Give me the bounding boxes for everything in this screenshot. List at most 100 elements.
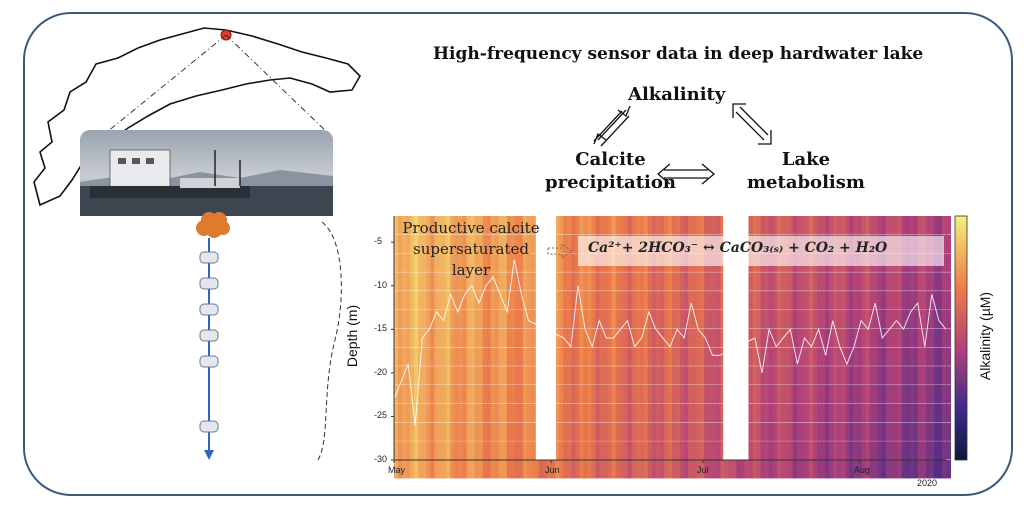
heatmap-cell [555,422,561,441]
heatmap-cell [607,422,613,441]
heatmap-cell [946,216,951,235]
heatmap-cell [837,291,843,310]
heatmap-cell [422,403,428,423]
heatmap-cell [929,216,935,235]
heatmap-cell [768,328,774,347]
heatmap-cell [668,422,673,441]
heatmap-cell [406,422,412,441]
heatmap-cell [394,272,399,291]
heatmap-cell [792,291,798,310]
heatmap-cell [672,309,677,329]
heatmap-cell [732,460,738,479]
heatmap-cell [583,422,589,441]
heatmap-cell [398,234,403,254]
heatmap-cell [853,384,859,404]
heatmap-cell [478,384,484,404]
heatmap-cell [752,403,758,423]
heatmap-cell [470,253,476,272]
heatmap-cell [704,309,710,329]
heatmap-cell [925,441,931,460]
heatmap-cell [595,328,601,347]
heatmap-cell [567,328,573,347]
heatmap-cell [518,328,524,347]
heatmap-cell [929,366,935,385]
heatmap-cell [796,272,802,291]
heatmap-cell [857,309,863,329]
heatmap-cell [776,422,782,441]
heatmap-cell [901,328,907,347]
heatmap-cell [833,272,839,291]
heatmap-cell [937,403,943,423]
heatmap-cell [692,441,698,460]
heatmap-cell [784,291,790,310]
heatmap-cell [410,422,416,441]
heatmap-cell [845,422,851,441]
heatmap-cell [696,272,702,291]
heatmap-cell [800,272,806,291]
heatmap-cell [837,441,843,460]
heatmap-cell [833,216,839,235]
heatmap-cell [555,403,561,423]
heatmap-cell [430,460,436,479]
heatmap-cell [450,347,456,366]
heatmap-cell [446,253,452,272]
heatmap-cell [531,309,536,329]
heatmap-cell [800,422,806,441]
heatmap-cell [442,460,448,479]
heatmap-cell [434,460,440,479]
heatmap-cell [611,291,617,310]
heatmap-cell [792,460,798,479]
heatmap-cell [446,234,452,254]
heatmap-cell [494,328,500,347]
heatmap-cell [849,403,855,423]
heatmap-cell [414,234,420,254]
heatmap-cell [716,460,722,479]
heatmap-cell [619,403,625,423]
heatmap-cell [748,441,754,460]
heatmap-cell [921,347,927,366]
heatmap-cell [490,403,496,423]
heatmap-cell [720,272,726,291]
heatmap-cell [502,309,508,329]
heatmap-cell [917,272,923,291]
heatmap-cell [647,441,653,460]
heatmap-cell [716,422,722,441]
heatmap-cell [583,216,589,235]
heatmap-cell [510,403,516,423]
heatmap-cell [426,253,432,272]
heatmap-cell [704,441,710,460]
heatmap-cell [394,216,399,235]
heatmap-cell [611,460,617,479]
heatmap-cell [398,384,403,404]
heatmap-cell [664,366,669,385]
heatmap-cell [849,422,855,441]
heatmap-cell [704,403,710,423]
heatmap-cell [442,347,448,366]
heatmap-cell [563,234,569,254]
heatmap-cell [595,291,601,310]
heatmap-cell [672,291,677,310]
heatmap-cell [426,460,432,479]
heatmap-cell [611,422,617,441]
heatmap-cell [881,441,887,460]
heatmap-cell [442,422,448,441]
heatmap-cell [889,460,895,479]
heatmap-cell [752,441,758,460]
heatmap-cell [611,216,617,235]
heatmap-cell [865,291,871,310]
heatmap-cell [946,272,951,291]
heatmap-cell [708,422,714,441]
heatmap-cell [651,441,657,460]
heatmap-cell [893,403,899,423]
heatmap-cell [696,328,702,347]
heatmap-cell [430,347,436,366]
heatmap-cell [869,272,875,291]
heatmap-cell [788,403,794,423]
heatmap-cell [615,347,621,366]
heatmap-cell [430,309,436,329]
heatmap-cell [813,291,818,310]
heatmap-cell [821,291,827,310]
heatmap-cell [708,309,714,329]
heatmap-cell [716,309,722,329]
heatmap-cell [772,347,778,366]
